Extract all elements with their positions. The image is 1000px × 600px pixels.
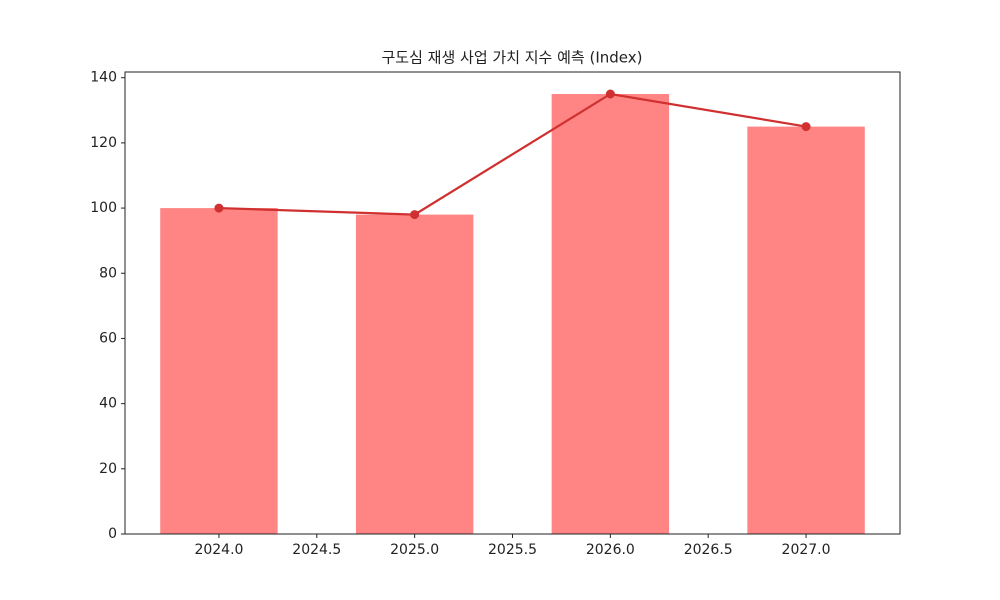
y-tick-label: 20 — [99, 461, 117, 477]
x-tick-label: 2024.5 — [292, 542, 341, 558]
x-tick-label: 2024.0 — [194, 542, 243, 558]
x-tick-label: 2026.5 — [684, 542, 733, 558]
line — [218, 92, 807, 216]
x-tick-label: 2025.5 — [488, 542, 537, 558]
y-tick-label: 40 — [99, 396, 117, 412]
y-tick-label: 140 — [90, 70, 117, 86]
line-marker — [605, 89, 615, 99]
x-tick-label: 2026.0 — [586, 542, 635, 558]
bar — [747, 126, 865, 534]
y-tick-label: 120 — [90, 135, 117, 151]
line-marker — [214, 203, 224, 213]
x-tick-label: 2025.0 — [390, 542, 439, 558]
line-marker — [801, 122, 811, 132]
bar — [355, 214, 474, 534]
line-marker — [410, 210, 420, 220]
bar — [551, 94, 670, 534]
y-tick-label: 80 — [99, 265, 117, 281]
x-tick-label: 2027.0 — [782, 542, 831, 558]
y-tick-label: 100 — [90, 200, 117, 216]
y-tick-label: 0 — [108, 526, 117, 542]
bar — [160, 208, 278, 534]
chart-title: 구도심 재생 사업 가치 지수 예측 (Index) — [381, 49, 642, 67]
y-tick-label: 60 — [99, 330, 117, 346]
